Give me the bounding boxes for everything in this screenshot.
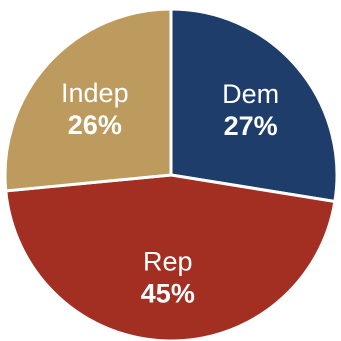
slice-label-rep: Rep [143,247,193,277]
slice-value-rep: 45% [141,279,195,309]
slice-label-indep: Indep [61,78,129,108]
pie-slice-dem [169,7,339,203]
slice-value-dem: 27% [224,111,278,141]
slice-value-indep: 26% [68,110,122,140]
slice-label-dem: Dem [222,79,279,109]
pie-slice-indep [3,7,173,193]
pie-slices [3,7,339,341]
